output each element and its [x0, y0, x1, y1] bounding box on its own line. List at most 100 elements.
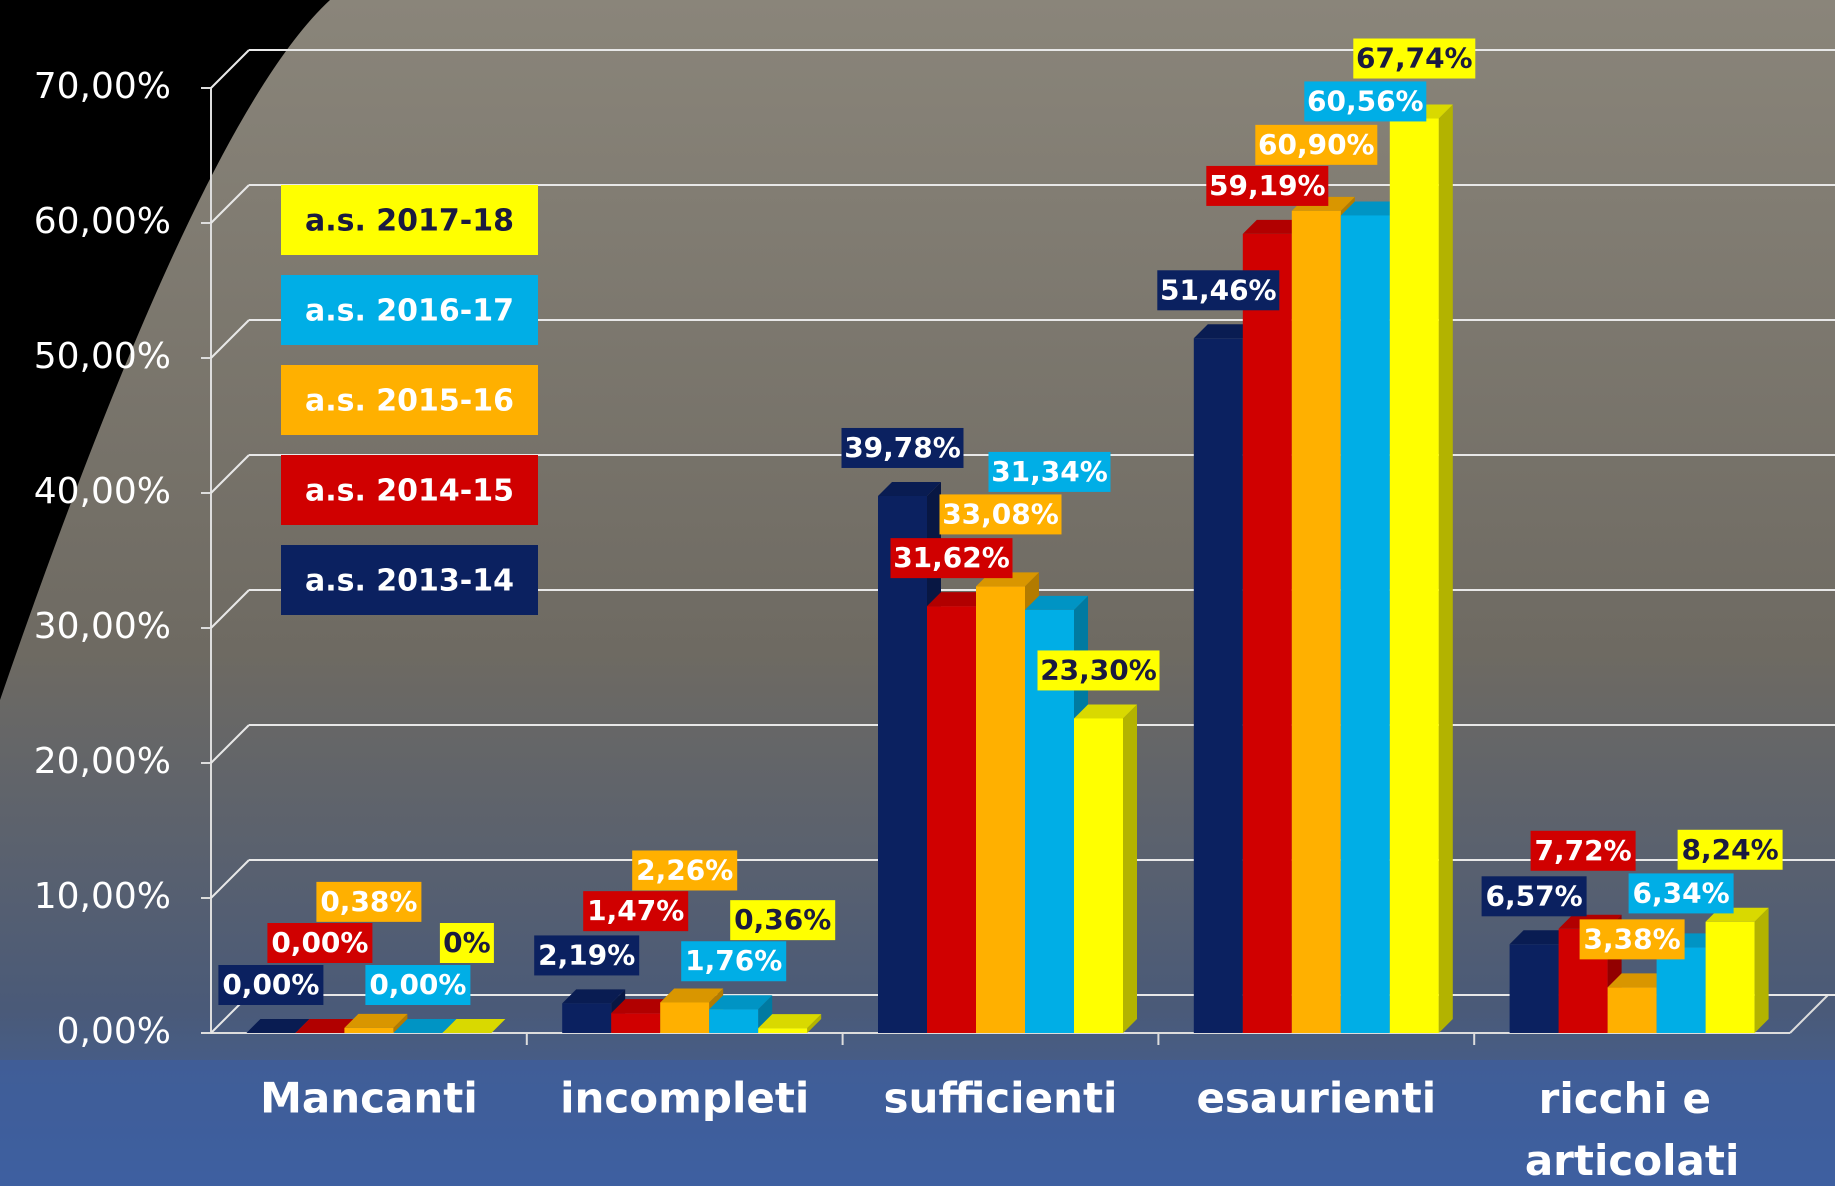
value-label-text: 59,19%: [1209, 169, 1326, 202]
value-label-box: [1255, 124, 1378, 165]
x-tick-label: incompleti: [560, 1074, 809, 1123]
value-label-text: 0%: [443, 926, 491, 959]
bar-top: [1193, 324, 1257, 339]
value-label-text: 31,34%: [991, 455, 1108, 488]
legend-label: a.s. 2017-18: [305, 204, 514, 239]
bar-top: [246, 1019, 310, 1033]
value-label-box: [1530, 830, 1636, 871]
value-label: 8,24%: [1677, 829, 1783, 870]
bar: [246, 1019, 310, 1033]
value-label-text: 0,00%: [222, 968, 319, 1001]
bar-top: [562, 989, 626, 1004]
legend-swatch: [281, 275, 538, 345]
legend-swatch: [281, 365, 538, 435]
bar-top: [393, 1019, 457, 1033]
bar-top: [1340, 201, 1404, 216]
value-label-box: [1579, 919, 1685, 960]
y-tick-label: 50,00%: [34, 336, 171, 377]
bar: [295, 1019, 359, 1033]
y-tick-label: 40,00%: [34, 471, 171, 512]
bar: [344, 1013, 408, 1033]
value-label: 59,19%: [1206, 165, 1329, 206]
value-label-box: [1157, 270, 1280, 311]
bar-front: [976, 586, 1025, 1033]
bar-front: [1607, 987, 1657, 1033]
value-label-text: 1,47%: [587, 894, 684, 927]
bar-front: [709, 1009, 759, 1033]
value-label-box: [681, 941, 787, 982]
floor-band: [0, 1060, 1835, 1186]
value-label: 6,57%: [1481, 876, 1587, 917]
bar-top: [709, 995, 773, 1010]
grid-diagonal: [210, 859, 250, 899]
legend-swatch: [281, 545, 538, 615]
grid-diagonal: [210, 589, 250, 629]
y-tick-label: 70,00%: [34, 66, 171, 107]
value-label-text: 2,19%: [538, 938, 635, 971]
value-label-text: 7,72%: [1535, 834, 1632, 867]
value-label: 0,00%: [267, 923, 373, 963]
value-label-text: 60,90%: [1258, 128, 1375, 161]
value-label-text: 8,24%: [1682, 833, 1779, 866]
bar-front: [1389, 118, 1439, 1033]
bar-front: [1074, 718, 1123, 1033]
value-label-box: [1304, 81, 1427, 122]
bar-top: [1242, 219, 1306, 234]
x-tick-label: esaurienti: [1196, 1074, 1436, 1123]
bar: [1705, 907, 1769, 1033]
bar-front: [1705, 921, 1755, 1033]
value-label-text: 1,76%: [685, 944, 782, 977]
bar-front: [1291, 210, 1341, 1034]
value-label-box: [988, 451, 1111, 492]
value-label: 60,56%: [1304, 81, 1427, 122]
bar-top: [442, 1019, 506, 1033]
bar-top: [878, 481, 941, 496]
value-label: 23,30%: [1037, 650, 1160, 691]
bar: [758, 1014, 822, 1033]
bar-top: [1509, 930, 1573, 945]
y-tick-label: 30,00%: [34, 606, 171, 647]
bar-side: [1123, 704, 1137, 1033]
value-label: 0,36%: [730, 900, 836, 941]
bar-front: [611, 1013, 661, 1033]
value-label: 31,62%: [890, 538, 1013, 579]
value-label: 67,74%: [1353, 38, 1476, 79]
legend-swatch: [281, 455, 538, 525]
value-label: 1,76%: [681, 941, 787, 982]
value-label: 0%: [439, 923, 494, 963]
bar-top: [1607, 973, 1671, 988]
value-label-box: [1353, 38, 1476, 79]
value-label: 31,34%: [988, 451, 1111, 492]
bar-front: [1242, 233, 1292, 1033]
value-label-box: [939, 494, 1062, 535]
y-tick-label: 20,00%: [34, 741, 171, 782]
value-label-text: 0,38%: [320, 885, 417, 918]
bar-front: [1656, 947, 1706, 1033]
value-label-box: [267, 923, 373, 963]
bar-front: [562, 1003, 612, 1033]
value-label-text: 0,00%: [271, 926, 368, 959]
value-label: 6,34%: [1628, 873, 1734, 914]
grid-diagonal: [210, 724, 250, 764]
value-label: 0,00%: [365, 965, 471, 1005]
bar-front: [878, 495, 927, 1034]
bar-front: [1509, 944, 1559, 1033]
bar-side: [393, 1013, 408, 1033]
legend-swatch: [281, 185, 538, 255]
value-label: 7,72%: [1530, 830, 1636, 871]
value-label-text: 31,62%: [893, 541, 1010, 574]
value-label-box: [632, 850, 738, 891]
bar-top: [344, 1013, 408, 1028]
value-label-text: 6,57%: [1486, 879, 1583, 912]
bar-top: [611, 999, 675, 1014]
grid-diagonal: [210, 319, 250, 359]
y-tick-label: 10,00%: [34, 876, 171, 917]
value-label-box: [218, 965, 324, 1005]
value-label-text: 0,36%: [734, 903, 831, 936]
x-tick-label: Mancanti: [260, 1074, 478, 1123]
bar-front: [1340, 215, 1390, 1033]
value-label: 0,00%: [218, 965, 324, 1005]
value-label-text: 60,56%: [1307, 84, 1424, 117]
bar-side: [758, 995, 773, 1033]
value-label-text: 6,34%: [1633, 876, 1730, 909]
